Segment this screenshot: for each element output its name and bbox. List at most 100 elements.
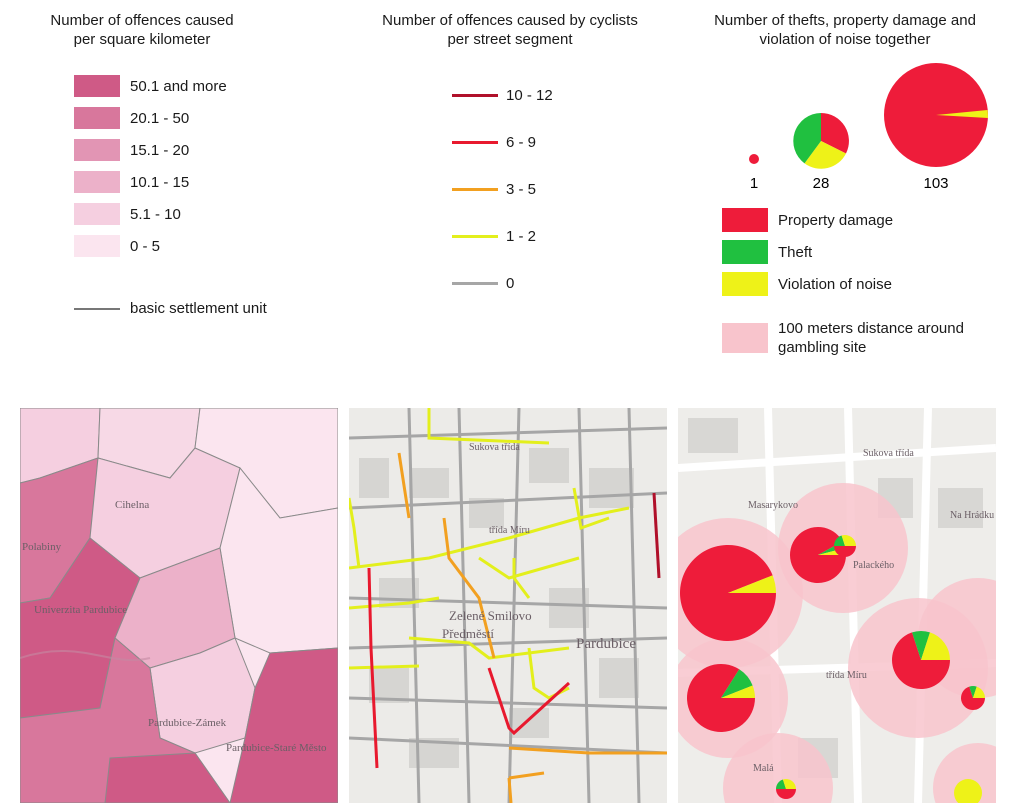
pie-size-legend: 1 28 103	[749, 63, 989, 192]
pie-slice	[969, 686, 977, 698]
cyclist-legend-title: Number of offences caused by cyclists pe…	[382, 12, 638, 48]
pie-category-swatch	[722, 240, 768, 264]
label-cihelna: Cihelna	[115, 499, 149, 511]
density-legend-label: 0 - 5	[130, 237, 161, 255]
pie-category-label: Violation of noise	[778, 275, 892, 293]
gambling-pie	[790, 527, 846, 583]
pie-category-row: Property damage	[722, 208, 893, 232]
density-legend-row: 5.1 - 10	[74, 203, 181, 225]
pie-slice	[728, 575, 776, 593]
cyclist-legend-row: 10 - 12	[452, 87, 553, 104]
density-legend-label: 15.1 - 20	[130, 141, 190, 159]
density-swatch	[74, 235, 120, 257]
density-map: Cihelna Polabiny Univerzita Pardubice Pa…	[20, 408, 338, 803]
density-legend-row: 20.1 - 50	[74, 107, 189, 129]
gambling-pie	[892, 631, 950, 689]
river-line	[20, 650, 151, 662]
pie-slice	[841, 535, 856, 546]
pie-size-label-28: 28	[813, 175, 830, 192]
pie-slice	[721, 669, 753, 698]
streets-3-5	[397, 452, 667, 803]
pie-category-label: Property damage	[778, 211, 894, 229]
streets-6-9	[367, 567, 571, 769]
label-predmesti: Předměstí	[442, 626, 494, 641]
label-palackeho: Palackého	[853, 560, 894, 571]
cyclist-legend-label: 3 - 5	[506, 181, 537, 198]
cyclist-line-sample	[452, 282, 498, 285]
streets-10-12	[652, 492, 661, 579]
gambling-pie	[954, 779, 982, 803]
cyclist-line-sample	[452, 235, 498, 238]
cyclist-line-sample	[452, 94, 498, 97]
density-swatch	[74, 203, 120, 225]
density-legend-label: 10.1 - 15	[130, 173, 190, 191]
density-legend-label: 5.1 - 10	[130, 205, 181, 223]
label-zamek: Pardubice-Zámek	[148, 717, 227, 729]
cyclist-legend-label: 6 - 9	[506, 134, 537, 151]
cyclist-line-sample	[452, 141, 498, 144]
pie-legend-title: Number of thefts, property damage and vi…	[714, 12, 976, 48]
pie-size-label-103: 103	[923, 175, 948, 192]
gambling-pie	[687, 664, 755, 732]
boundary-line-sample	[74, 307, 120, 310]
label-masarykovo: Masarykovo	[748, 500, 798, 511]
density-legend-row: 10.1 - 15	[74, 171, 189, 193]
density-legend-label: 20.1 - 50	[130, 109, 190, 127]
pie-slice	[912, 631, 930, 660]
pie-size-103	[884, 63, 989, 167]
buffer-swatch	[722, 323, 768, 353]
label-sukova-gam: Sukova třída	[863, 448, 914, 459]
label-zelene: Zelené Smilovo	[449, 608, 532, 623]
gambling-pie	[680, 545, 776, 641]
cyclist-legend-row: 3 - 5	[452, 181, 536, 198]
pie-slice	[721, 685, 755, 698]
pie-slice	[834, 546, 856, 557]
streets-1-2	[349, 408, 630, 700]
streets-zero	[349, 408, 667, 803]
pie-category-row: Theft	[722, 240, 812, 264]
gambling-pie	[834, 535, 856, 557]
label-pardubice-cyc: Pardubice	[576, 636, 636, 652]
boundary-legend-label: basic settlement unit	[130, 300, 267, 317]
density-swatch	[74, 75, 120, 97]
cyclist-legend-row: 0	[452, 275, 514, 292]
label-univerzita: Univerzita Pardubice	[34, 604, 127, 616]
label-sukova-cyc: Sukova třída	[469, 442, 520, 453]
boundary-legend-row: basic settlement unit	[74, 300, 267, 317]
label-trida-miru-gam: třída Míru	[826, 670, 867, 681]
pie-slice	[782, 779, 796, 789]
gambling-pie	[776, 779, 796, 799]
label-na-hradku: Na Hrádku	[950, 510, 994, 521]
density-legend-row: 15.1 - 20	[74, 139, 189, 161]
pie-category-swatch	[722, 272, 768, 296]
gambling-map: Sukova třída Masarykovo Palackého třída …	[678, 408, 996, 803]
cyclist-map: Sukova třída třída Míru Zelené Smilovo P…	[349, 408, 667, 803]
pie-slice	[921, 632, 950, 660]
unit-stare-mesto	[229, 647, 338, 803]
label-stare-mesto: Pardubice-Staré Město	[226, 742, 327, 754]
pie-slice	[892, 632, 950, 689]
label-mala: Malá	[753, 763, 774, 774]
pie-slice	[834, 535, 845, 546]
cyclist-line-sample	[452, 188, 498, 191]
density-swatch	[74, 171, 120, 193]
pie-slice	[961, 686, 985, 710]
pie-size-28	[793, 113, 849, 169]
cyclist-legend-row: 1 - 2	[452, 228, 536, 245]
density-legend-row: 50.1 and more	[74, 75, 227, 97]
density-legend-label: 50.1 and more	[130, 77, 227, 95]
cyclist-legend-row: 6 - 9	[452, 134, 536, 151]
density-legend-title: Number of offences caused per square kil…	[50, 12, 234, 48]
density-swatch	[74, 139, 120, 161]
pie-category-row: Violation of noise	[722, 272, 892, 296]
unit-south-center	[104, 752, 231, 803]
gambling-pie	[961, 686, 985, 710]
density-swatch	[74, 107, 120, 129]
cyclist-legend-label: 10 - 12	[506, 87, 553, 104]
pie-slice	[954, 779, 982, 803]
gambling-pies	[680, 527, 985, 803]
pie-category-swatch	[722, 208, 768, 232]
pie-slice	[776, 779, 786, 789]
cyclist-legend-label: 1 - 2	[506, 228, 537, 245]
density-legend-row: 0 - 5	[74, 235, 160, 257]
